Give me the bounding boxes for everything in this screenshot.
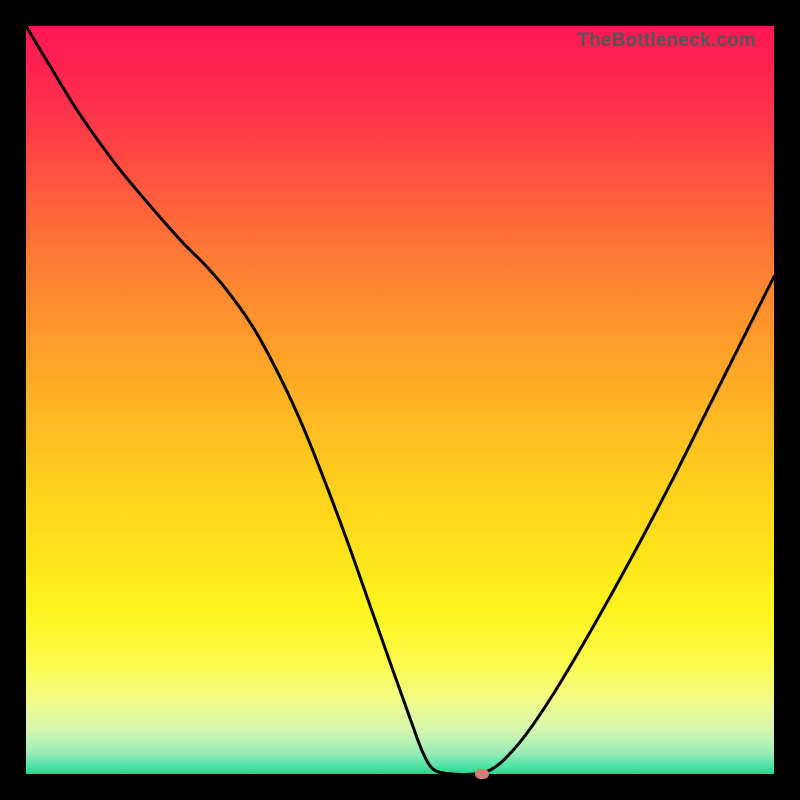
watermark-text: TheBottleneck.com bbox=[577, 30, 756, 52]
plot-area bbox=[26, 26, 774, 774]
bottleneck-curve bbox=[26, 26, 774, 774]
chart-frame: TheBottleneck.com bbox=[0, 0, 800, 800]
optimum-marker bbox=[475, 769, 489, 779]
